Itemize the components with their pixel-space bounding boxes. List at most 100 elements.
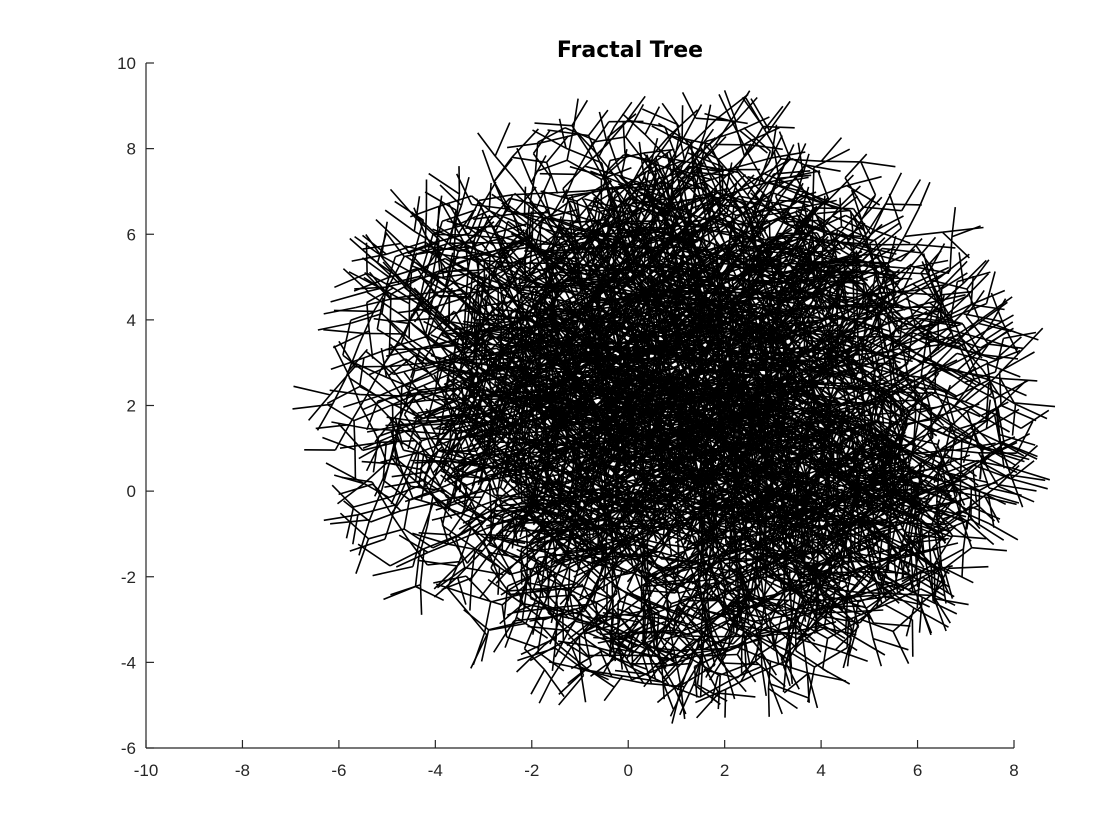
tree-branch-segment	[516, 644, 545, 673]
tree-branch-segment	[559, 645, 589, 670]
tree-branch-segment	[506, 142, 540, 149]
tree-branch-segment	[357, 543, 391, 567]
tree-branch-segment	[920, 588, 956, 607]
tree-branches	[292, 90, 1056, 724]
tree-branch-segment	[759, 576, 777, 603]
tree-branch-segment	[487, 543, 524, 560]
tree-branch-segment	[433, 576, 459, 598]
tree-branch-segment	[770, 660, 809, 674]
tree-branch-segment	[578, 634, 581, 667]
tree-branch-segment	[795, 619, 828, 640]
tree-branch-segment	[926, 313, 963, 325]
tree-branch-segment	[721, 662, 759, 666]
tree-branch-segment	[980, 401, 1009, 417]
tree-branch-segment	[614, 669, 647, 675]
tree-branch-segment	[828, 306, 856, 325]
tree-branch-segment	[738, 600, 770, 616]
tree-branch-segment	[456, 550, 484, 578]
tree-branch-segment	[516, 147, 533, 183]
tree-branch-segment	[456, 576, 467, 605]
tree-branch-segment	[693, 501, 724, 509]
tree-branch-segment	[874, 530, 907, 546]
tree-branch-segment	[513, 192, 544, 219]
tree-branch-segment	[821, 638, 829, 670]
tree-branch-segment	[848, 624, 859, 657]
tree-branch-segment	[873, 622, 911, 627]
tree-branch-segment	[329, 389, 361, 396]
tree-branch-segment	[629, 521, 670, 530]
tree-branch-segment	[915, 556, 919, 588]
tree-branch-segment	[871, 550, 890, 580]
tree-branch-segment	[725, 588, 757, 592]
tree-branch-segment	[887, 423, 904, 457]
tree-branch-segment	[693, 666, 698, 698]
tree-branch-segment	[815, 410, 851, 413]
tree-branch-segment	[377, 380, 414, 398]
tree-branch-segment	[705, 584, 710, 612]
tree-branch-segment	[881, 581, 914, 605]
tree-branch-segment	[570, 650, 603, 670]
tree-branch-segment	[750, 597, 764, 629]
tree-branch-segment	[708, 610, 745, 625]
tree-branch-segment	[701, 517, 704, 551]
tree-branch-segment	[504, 617, 518, 648]
tree-branch-segment	[759, 639, 788, 660]
tree-branch-segment	[844, 598, 849, 634]
tree-branch-segment	[671, 688, 682, 724]
tree-branch-segment	[814, 647, 848, 668]
tree-branch-segment	[502, 509, 519, 541]
tree-branch-segment	[939, 474, 972, 500]
tree-branch-segment	[858, 535, 890, 552]
tree-branch-segment	[948, 565, 989, 570]
tree-branch-segment	[954, 379, 990, 398]
tree-branch-segment	[501, 604, 508, 638]
tree-branch-segment	[706, 583, 737, 596]
tree-branch-segment	[551, 646, 573, 679]
tree-branch-segment	[770, 683, 809, 699]
tree-branch-segment	[679, 682, 686, 720]
tree-branch-segment	[539, 172, 576, 176]
tree-branch-segment	[436, 567, 466, 589]
tree-branch-segment	[654, 620, 689, 636]
tree-branch-segment	[670, 598, 703, 622]
tree-branch-segment	[651, 640, 667, 669]
tree-branch-segment	[376, 328, 412, 352]
tree-branch-segment	[916, 570, 922, 602]
tree-branch-segment	[851, 634, 886, 656]
tree-branch-segment	[513, 615, 554, 622]
tree-branch-segment	[951, 207, 957, 237]
tree-branch-segment	[523, 648, 546, 671]
tree-branch-segment	[754, 606, 775, 635]
tree-branch-segment	[920, 377, 955, 398]
tree-branch-segment	[807, 666, 816, 703]
tree-branch-segment	[393, 364, 428, 376]
tree-branch-segment	[795, 650, 829, 673]
tree-branch-segment	[823, 494, 856, 514]
tree-branch-segment	[481, 149, 495, 182]
tree-branch-segment	[851, 367, 878, 387]
tree-branch-segment	[412, 365, 443, 382]
tree-branch-segment	[756, 588, 785, 607]
tree-branch-segment	[932, 594, 951, 624]
tree-branch-segment	[708, 637, 716, 666]
tree-branch-segment	[905, 607, 915, 637]
tree-branch-segment	[743, 637, 751, 665]
tree-branch-segment	[943, 400, 981, 418]
tree-branch-segment	[977, 459, 1011, 480]
tree-branch-segment	[649, 631, 666, 659]
tree-branch-segment	[435, 583, 470, 596]
tree-branch-segment	[986, 362, 1021, 378]
tree-branch-segment	[878, 545, 908, 570]
tree-branch-segment	[479, 494, 505, 516]
tree-branch-segment	[405, 370, 416, 399]
tree-branch-segment	[725, 514, 763, 530]
tree-branch-segment	[510, 590, 544, 596]
tree-branch-segment	[469, 594, 503, 606]
tree-branch-segment	[677, 604, 703, 636]
tree-branch-segment	[558, 674, 585, 706]
tree-branch-segment	[846, 554, 879, 570]
tree-branch-segment	[910, 309, 943, 318]
tree-branch-segment	[769, 683, 783, 715]
tree-branch-segment	[513, 607, 546, 614]
